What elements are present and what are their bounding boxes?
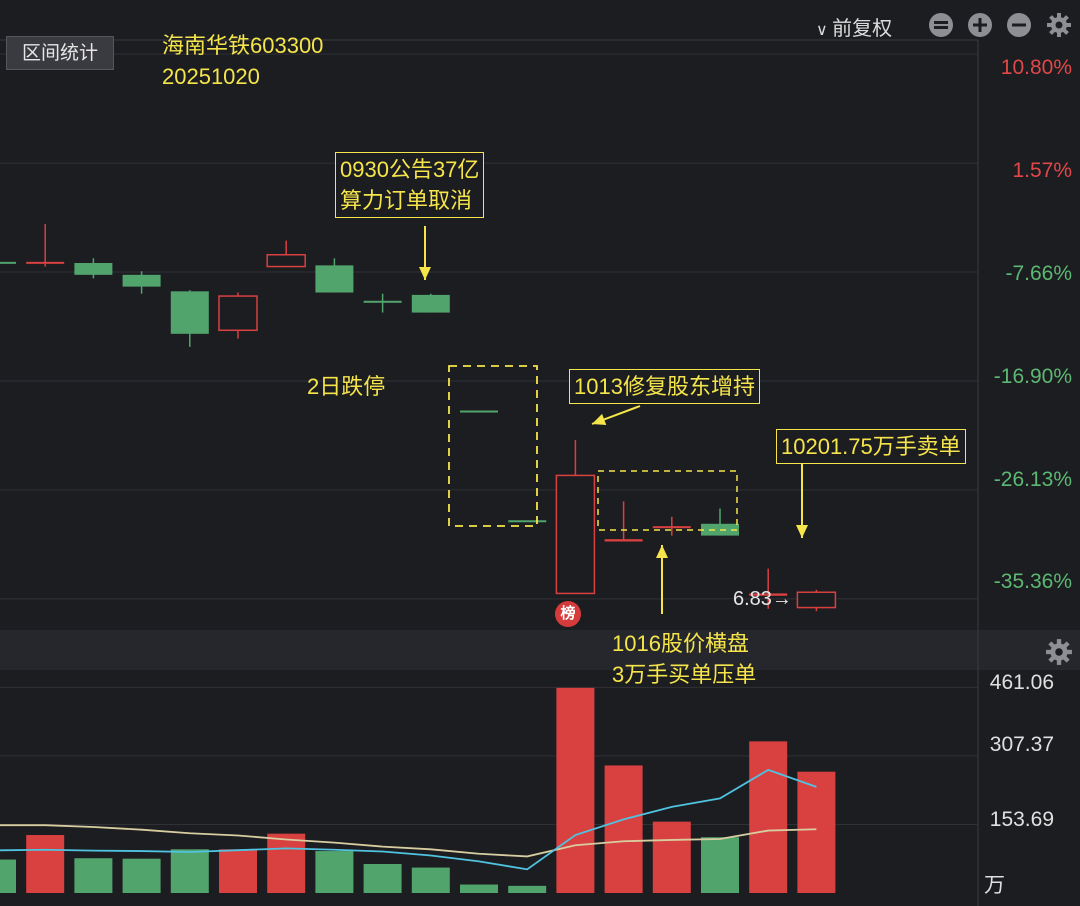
gear-icon[interactable] [1046, 12, 1072, 38]
volume-bar [797, 771, 836, 893]
volume-bar [508, 885, 547, 893]
annotation-arrowhead [419, 267, 431, 280]
candle-body [749, 593, 788, 596]
adjust-mode-dropdown[interactable]: ∨ 前复权 [816, 12, 892, 41]
annotation-shareholder-increase: 1013修复股东增持 [569, 369, 760, 404]
price-tick-label: -26.13% [993, 468, 1072, 491]
range-stats-button[interactable]: 区间统计 [6, 36, 114, 70]
volume-tick-label: 153.69 [989, 808, 1054, 831]
candle-body [796, 591, 837, 609]
price-tick-label: -16.90% [993, 365, 1072, 388]
volume-tick-label: 307.37 [989, 733, 1054, 756]
price-tick-label: -7.66% [1005, 262, 1072, 285]
volume-bar [749, 741, 788, 893]
annotation-order-cancel: 0930公告37亿 算力订单取消 [335, 152, 485, 218]
volume-tick-label: 461.06 [989, 671, 1054, 694]
volume-bar [556, 687, 595, 893]
chevron-down-icon: ∨ [816, 22, 833, 39]
volume-bar [315, 851, 354, 893]
annotation-sell-order: 10201.75万手卖单 [776, 429, 966, 464]
zoom-out-icon[interactable] [1006, 12, 1032, 38]
candle-body [26, 261, 65, 264]
adjust-mode-label: 前复权 [832, 18, 893, 40]
volume-bar [219, 849, 257, 893]
volume-bar [604, 765, 643, 893]
candle-body [460, 410, 498, 413]
annotation-arrowhead [656, 545, 668, 558]
volume-bar [652, 821, 691, 893]
dragon-tiger-list-badge[interactable]: 榜 [555, 601, 581, 627]
volume-panel-header [0, 630, 1080, 670]
price-tick-label: -35.36% [993, 570, 1072, 593]
volume-unit-label: 万 [984, 874, 1005, 897]
annotation-text: 0930公告37亿 算力订单取消 [340, 157, 480, 213]
volume-bar [26, 835, 65, 893]
stock-name-code: 海南华铁603300 [162, 33, 324, 58]
volume-bar [701, 837, 739, 893]
annotation-arrowhead [796, 525, 808, 538]
volume-bar [122, 858, 161, 893]
candle-body [555, 474, 596, 595]
volume-settings-gear-icon[interactable] [1045, 638, 1073, 666]
volume-ma10-line [0, 824, 817, 858]
zoom-in-icon[interactable] [967, 12, 993, 38]
volume-bar [411, 867, 450, 893]
candle-body [363, 300, 402, 303]
sideways-highlight-box [597, 470, 738, 531]
candle-body [74, 263, 113, 275]
volume-bar [267, 833, 306, 893]
price-tick-label: 10.80% [1000, 56, 1072, 79]
candle-body [170, 291, 209, 334]
stock-date: 20251020 [162, 64, 260, 89]
volume-ma5-line [0, 768, 817, 871]
candle-body [266, 254, 306, 268]
zoom-fit-icon[interactable] [928, 12, 954, 38]
annotation-limit-down: 2日跌停 [307, 374, 386, 399]
candle-body [122, 274, 161, 287]
last-price-label: 6.83→ [733, 588, 792, 610]
candle-body [411, 294, 450, 313]
candle-body [0, 261, 16, 264]
limit-down-highlight-box [448, 365, 538, 527]
stock-title: 海南华铁603300 20251020 [162, 30, 323, 92]
volume-bar [363, 864, 402, 893]
candle-body [508, 520, 547, 523]
candle-body [315, 265, 354, 293]
annotation-arrowhead [592, 413, 607, 426]
volume-bar [0, 859, 16, 893]
volume-bar [74, 858, 113, 893]
price-tick-label: 1.57% [1012, 159, 1072, 182]
candle-body [218, 295, 258, 332]
candle-body [652, 526, 691, 529]
candle-body [604, 539, 643, 542]
volume-bar [460, 884, 498, 893]
annotation-sideways: 1016股价横盘 3万手买单压单 [612, 631, 757, 687]
volume-bar [170, 849, 209, 893]
